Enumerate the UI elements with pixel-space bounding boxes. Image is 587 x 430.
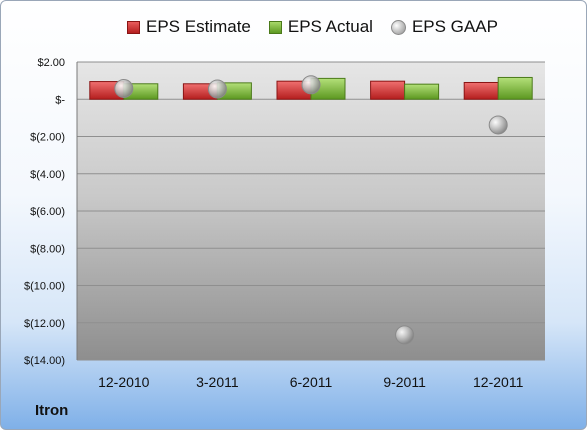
company-label: Itron: [35, 402, 69, 419]
legend-swatch-estimate: [127, 20, 140, 34]
eps-gaap-point: [395, 325, 415, 345]
y-tick-label: $-: [55, 94, 65, 106]
x-tick-label: 6-2011: [290, 374, 333, 390]
x-tick-label: 3-2011: [196, 374, 239, 390]
legend-item-actual: EPS Actual: [268, 17, 373, 37]
y-tick-label: $(2.00): [30, 132, 65, 144]
x-tick-label: 12-2011: [473, 374, 524, 390]
gaap-points: [114, 75, 508, 345]
legend-label-gaap: EPS GAAP: [411, 17, 498, 36]
eps-actual-bar: [497, 76, 533, 100]
y-tick-label: $(10.00): [24, 281, 65, 293]
x-axis-ticks: 12-2010 3-2011 6-2011 9-2011 12-2011: [98, 374, 523, 390]
eps-gaap-point: [207, 79, 227, 99]
legend-item-estimate: EPS Estimate: [127, 17, 251, 37]
y-tick-label: $(6.00): [30, 206, 65, 218]
eps-estimate-bar: [370, 80, 406, 100]
eps-gaap-point: [488, 115, 508, 135]
y-axis-ticks: $2.00 $- $(2.00) $(4.00) $(6.00) $(8.00) $(10.…: [24, 57, 65, 367]
legend-swatch-gaap: [390, 19, 406, 35]
chart-legend: EPS Estimate EPS Actual EPS GAAP: [127, 17, 516, 37]
eps-gaap-point: [114, 78, 134, 98]
x-tick-label: 9-2011: [383, 374, 426, 390]
eps-actual-bar: [404, 83, 440, 100]
y-tick-label: $(12.00): [24, 318, 65, 330]
y-tick-label: $(8.00): [30, 243, 65, 255]
x-tick-label: 12-2010: [98, 374, 150, 390]
legend-item-gaap: EPS GAAP: [390, 17, 498, 37]
y-tick-label: $2.00: [37, 57, 65, 69]
y-tick-label: $(4.00): [30, 169, 65, 181]
legend-label-actual: EPS Actual: [287, 17, 373, 36]
y-tick-label: $(14.00): [24, 355, 65, 367]
eps-gaap-point: [301, 75, 321, 95]
legend-label-estimate: EPS Estimate: [146, 17, 251, 36]
eps-estimate-bar: [463, 81, 499, 100]
legend-swatch-actual: [268, 20, 282, 34]
